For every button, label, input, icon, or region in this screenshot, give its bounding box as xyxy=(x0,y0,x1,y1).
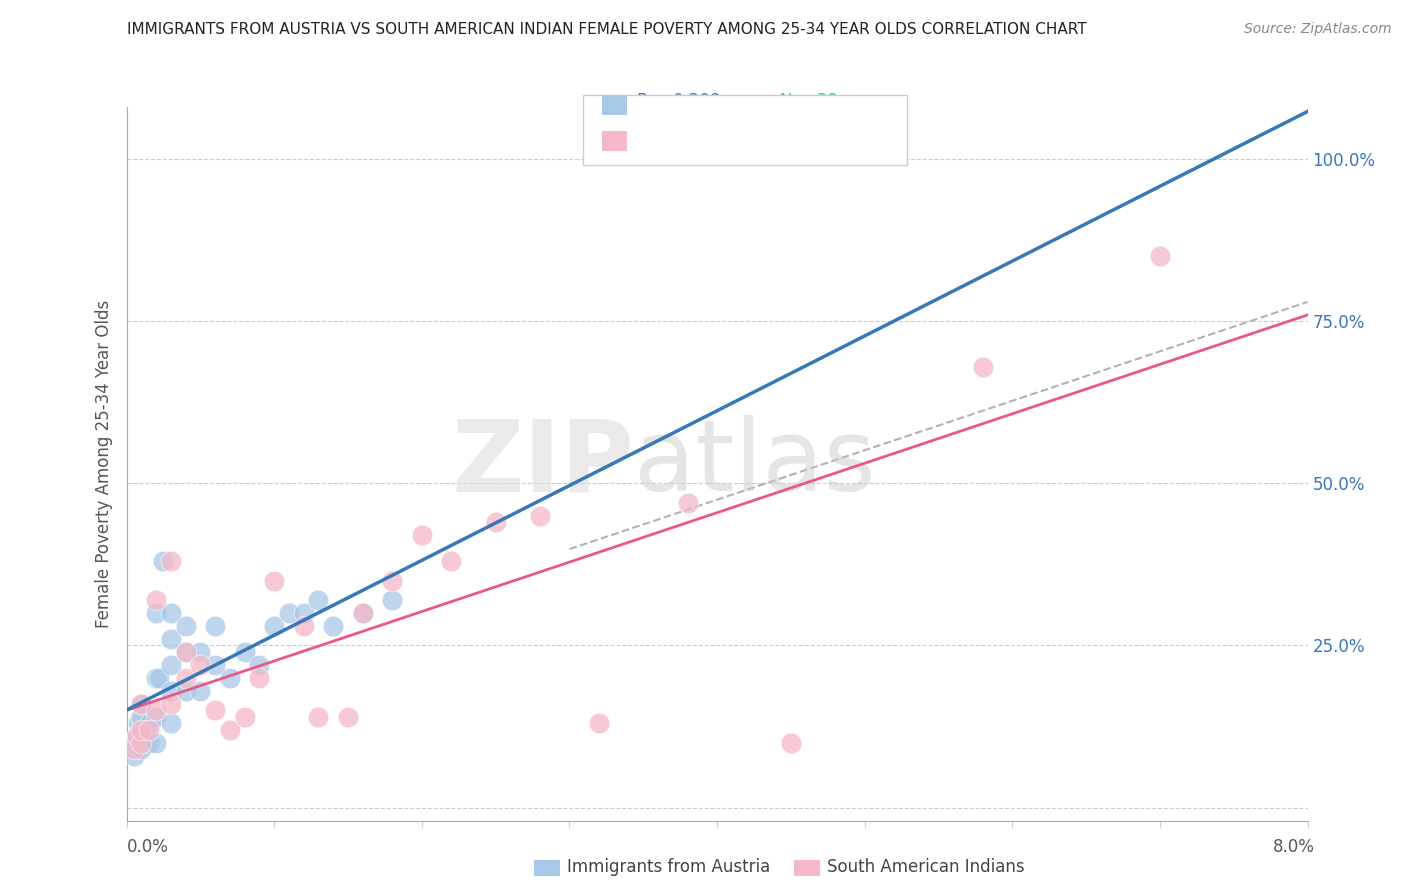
Point xyxy=(129,723,153,737)
Point xyxy=(440,554,463,568)
Text: South American Indians: South American Indians xyxy=(827,858,1025,876)
Point xyxy=(247,657,270,672)
Text: N = 32: N = 32 xyxy=(780,131,838,149)
Point xyxy=(145,671,167,685)
Point xyxy=(129,710,153,724)
Point xyxy=(292,619,315,633)
Point xyxy=(188,645,211,659)
Point xyxy=(125,729,148,743)
Point xyxy=(145,703,167,717)
Point xyxy=(233,710,256,724)
Point xyxy=(152,554,174,568)
Point xyxy=(145,593,167,607)
Point xyxy=(160,657,183,672)
Point xyxy=(484,515,508,529)
Point xyxy=(139,716,162,731)
Point xyxy=(122,748,145,763)
Point xyxy=(129,742,153,756)
Point xyxy=(145,710,167,724)
Point xyxy=(160,716,183,731)
Point xyxy=(135,723,157,737)
Point xyxy=(188,657,211,672)
Point xyxy=(307,710,329,724)
Point xyxy=(174,645,197,659)
Point xyxy=(411,528,433,542)
Point xyxy=(127,716,149,731)
Y-axis label: Female Poverty Among 25-34 Year Olds: Female Poverty Among 25-34 Year Olds xyxy=(94,300,112,628)
Point xyxy=(247,671,270,685)
Point xyxy=(263,574,285,588)
Point xyxy=(174,645,197,659)
Point xyxy=(160,632,183,646)
Point xyxy=(145,736,167,750)
Point xyxy=(337,710,360,724)
Point xyxy=(219,671,242,685)
Point xyxy=(204,619,226,633)
Point xyxy=(278,606,301,620)
Point xyxy=(381,593,404,607)
Text: atlas: atlas xyxy=(634,416,876,512)
Point xyxy=(160,684,183,698)
Text: N = 39: N = 39 xyxy=(780,92,838,110)
Point xyxy=(148,671,170,685)
Point xyxy=(233,645,256,659)
Text: Immigrants from Austria: Immigrants from Austria xyxy=(567,858,770,876)
Point xyxy=(138,723,160,737)
Point xyxy=(160,697,183,711)
Point xyxy=(352,606,374,620)
Point xyxy=(174,684,197,698)
Point xyxy=(160,554,183,568)
Text: R = 0.208: R = 0.208 xyxy=(637,92,720,110)
Point xyxy=(174,619,197,633)
Point xyxy=(1149,249,1171,263)
Text: 8.0%: 8.0% xyxy=(1272,838,1315,855)
Point xyxy=(381,574,404,588)
Point xyxy=(129,697,153,711)
Point xyxy=(972,359,994,374)
Point xyxy=(204,703,226,717)
Point xyxy=(125,729,148,743)
Text: 0.0%: 0.0% xyxy=(127,838,169,855)
Point xyxy=(676,496,699,510)
Point xyxy=(129,736,153,750)
Point xyxy=(292,606,315,620)
Text: IMMIGRANTS FROM AUSTRIA VS SOUTH AMERICAN INDIAN FEMALE POVERTY AMONG 25-34 YEAR: IMMIGRANTS FROM AUSTRIA VS SOUTH AMERICA… xyxy=(127,22,1087,37)
Text: Source: ZipAtlas.com: Source: ZipAtlas.com xyxy=(1244,22,1392,37)
Point xyxy=(529,508,551,523)
Text: ZIP: ZIP xyxy=(451,416,634,512)
Point xyxy=(352,606,374,620)
Point xyxy=(204,657,226,672)
Point xyxy=(160,606,183,620)
Point xyxy=(174,671,197,685)
Point xyxy=(322,619,344,633)
Point xyxy=(307,593,329,607)
Point xyxy=(188,684,211,698)
Point xyxy=(145,606,167,620)
Point xyxy=(124,736,146,750)
Point xyxy=(779,736,801,750)
Point xyxy=(263,619,285,633)
Point xyxy=(138,736,160,750)
Point xyxy=(129,697,153,711)
Point xyxy=(122,742,145,756)
Point xyxy=(588,716,610,731)
Text: R = 0.551: R = 0.551 xyxy=(637,131,720,149)
Point xyxy=(219,723,242,737)
Point xyxy=(129,723,153,737)
